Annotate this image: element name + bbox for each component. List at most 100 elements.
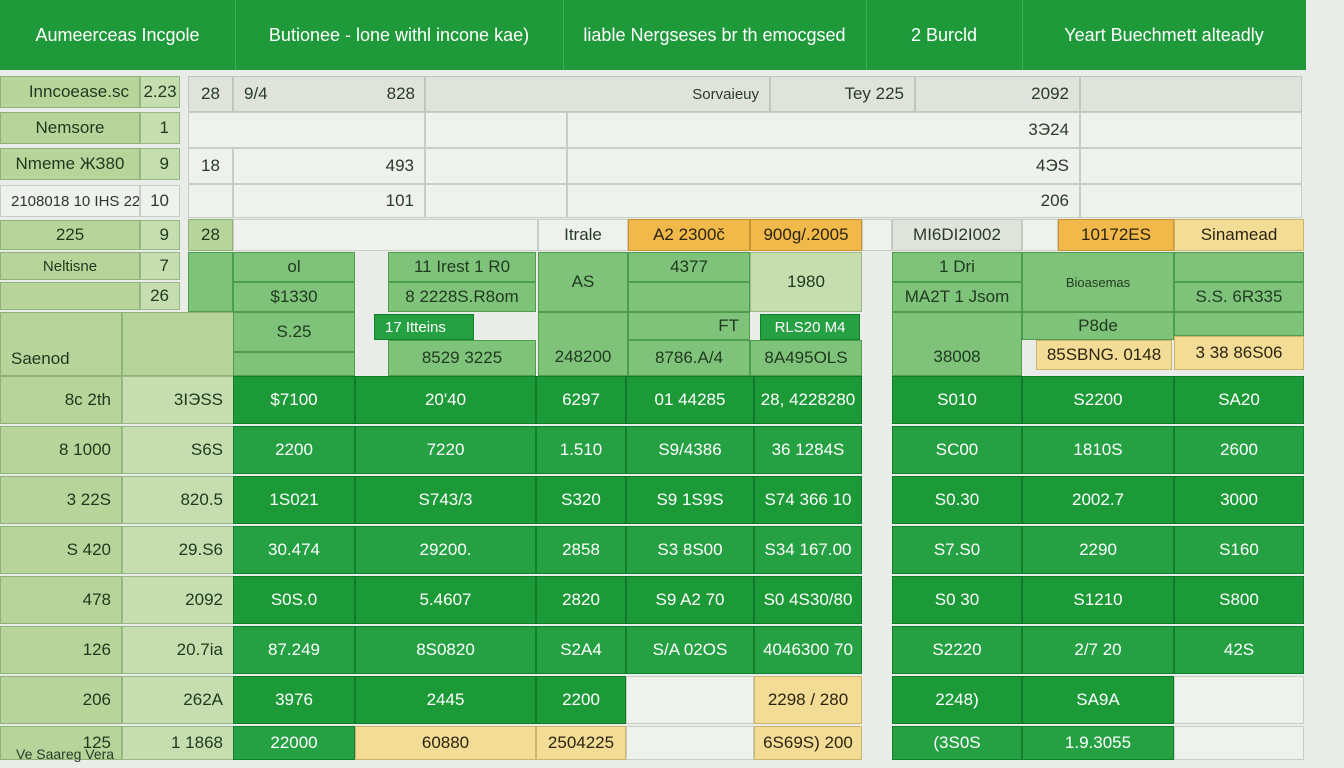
header-cell-2[interactable]: Butionee - lone withl incone kae): [235, 0, 564, 70]
top-cell-r1c5[interactable]: Tey 225: [770, 76, 915, 112]
table-cell-r1c4[interactable]: 20'40: [355, 376, 536, 424]
mid-r3c5[interactable]: RLS20 M4: [760, 314, 860, 340]
top-cell-r1c7[interactable]: [1080, 76, 1302, 112]
table-cell-r2c1[interactable]: 8 1000: [0, 426, 122, 474]
table-cell-r4c2[interactable]: 29.S6: [122, 526, 234, 574]
table-cell-r6c1[interactable]: 126: [0, 626, 122, 674]
table-cell-r6c10[interactable]: 42S: [1174, 626, 1304, 674]
table-cell-r6c6[interactable]: S/A 02OS: [626, 626, 754, 674]
top-cell-r5c6[interactable]: [862, 219, 892, 251]
table-cell-r1c10[interactable]: SA20: [1174, 376, 1304, 424]
table-cell-r5c2[interactable]: 2092: [122, 576, 234, 624]
table-cell-r8c7[interactable]: 6S69S) 200: [754, 726, 862, 760]
table-cell-r5c8[interactable]: S0 30: [892, 576, 1022, 624]
table-cell-r6c2[interactable]: 20.7ia: [122, 626, 234, 674]
top-cell-r5c4[interactable]: A2 2300č: [628, 219, 750, 251]
table-cell-r5c5[interactable]: 2820: [536, 576, 626, 624]
header-cell-3[interactable]: liable Nergseses br th emocgsed: [563, 0, 867, 70]
top-cell-r3c3[interactable]: [425, 148, 567, 184]
top-cell-r5c7[interactable]: MI6DI2I002: [892, 219, 1022, 251]
mid-r4c7[interactable]: 85SBNG. 0148: [1036, 340, 1172, 370]
table-cell-r6c8[interactable]: S2220: [892, 626, 1022, 674]
left-label-2[interactable]: Nemsore: [0, 112, 140, 144]
left-value-2[interactable]: 1: [140, 112, 180, 144]
left-label-5[interactable]: 225: [0, 220, 140, 250]
mid-r4c3[interactable]: 248200: [538, 312, 628, 376]
top-cell-r1c2[interactable]: 9/4: [233, 76, 425, 112]
table-cell-r3c1[interactable]: 3 22S: [0, 476, 122, 524]
left-label-4[interactable]: 2108018 10 IHS 222.0nl: [0, 185, 140, 217]
mid-r1c3[interactable]: AS: [538, 252, 628, 312]
table-cell-r8c10[interactable]: [1174, 726, 1304, 760]
table-cell-r3c10[interactable]: 3000: [1174, 476, 1304, 524]
table-cell-r1c8[interactable]: S010: [892, 376, 1022, 424]
mid-r1c5[interactable]: 1980: [750, 252, 862, 312]
table-cell-r7c8[interactable]: 2248): [892, 676, 1022, 724]
table-cell-r8c2[interactable]: 1 1868: [122, 726, 234, 760]
table-cell-r3c6[interactable]: S9 1S9S: [626, 476, 754, 524]
left-value-4[interactable]: 10: [140, 185, 180, 217]
table-cell-r6c3[interactable]: 87.249: [233, 626, 355, 674]
table-cell-r5c10[interactable]: S800: [1174, 576, 1304, 624]
top-cell-r5c5[interactable]: 900ɡ/.2005: [750, 219, 862, 251]
table-cell-r8c1[interactable]: 125: [0, 726, 122, 760]
left-label-6[interactable]: Neltisne: [0, 252, 140, 280]
table-cell-r4c10[interactable]: S160: [1174, 526, 1304, 574]
mid-r4c8[interactable]: 3 38 86S06: [1174, 336, 1304, 370]
top-cell-r1c6[interactable]: 2092: [915, 76, 1080, 112]
mid-cell-blank[interactable]: [122, 312, 234, 376]
table-cell-r6c7[interactable]: 4046300 70: [754, 626, 862, 674]
table-cell-r5c6[interactable]: S9 A2 70: [626, 576, 754, 624]
mid-r1c6[interactable]: 1 Dri: [892, 252, 1022, 282]
top-cell-r5c2[interactable]: [233, 219, 538, 251]
mid-r1c8[interactable]: [1174, 252, 1304, 282]
table-cell-r4c8[interactable]: S7.S0: [892, 526, 1022, 574]
table-cell-r5c1[interactable]: 478: [0, 576, 122, 624]
table-cell-r3c5[interactable]: S320: [536, 476, 626, 524]
top-cell-r5c1[interactable]: 28: [188, 219, 233, 251]
table-cell-r7c10[interactable]: [1174, 676, 1304, 724]
top-cell-r3c4[interactable]: 4ЭS: [567, 148, 1080, 184]
mid-r1c4[interactable]: 4377: [628, 252, 750, 282]
top-cell-r2c1[interactable]: [188, 112, 425, 148]
table-cell-r3c7[interactable]: S74 366 10: [754, 476, 862, 524]
table-cell-r8c6[interactable]: [626, 726, 754, 760]
left-value-6[interactable]: 7: [140, 252, 180, 280]
table-cell-r2c9[interactable]: 1810S: [1022, 426, 1174, 474]
table-cell-r8c4[interactable]: 60880: [355, 726, 536, 760]
table-cell-r1c1[interactable]: 8c 2th: [0, 376, 122, 424]
mid-r4c1-blank[interactable]: [233, 352, 355, 376]
top-cell-r4c3[interactable]: [425, 184, 567, 218]
left-value-5[interactable]: 9: [140, 220, 180, 250]
table-cell-r3c4[interactable]: S743/3: [355, 476, 536, 524]
top-cell-r4c1[interactable]: [188, 184, 233, 218]
top-cell-r5c8[interactable]: [1022, 219, 1058, 251]
mid-r1c4-blank[interactable]: [628, 282, 750, 312]
table-cell-r4c4[interactable]: 29200.: [355, 526, 536, 574]
table-cell-r4c1[interactable]: S 420: [0, 526, 122, 574]
table-cell-r1c3[interactable]: $7100: [233, 376, 355, 424]
mid-r3c2[interactable]: 17 Itteins: [374, 314, 474, 340]
top-cell-r5c10[interactable]: Sinamead: [1174, 219, 1304, 251]
mid-r3c4[interactable]: FT: [628, 312, 750, 340]
table-cell-r4c5[interactable]: 2858: [536, 526, 626, 574]
top-cell-r5c3[interactable]: Itrale: [538, 219, 628, 251]
mid-r3c1[interactable]: S.25: [233, 312, 355, 352]
left-label-7[interactable]: [0, 282, 140, 310]
mid-r2c8[interactable]: S.S. 6R335: [1174, 282, 1304, 312]
table-cell-r5c4[interactable]: 5.4607: [355, 576, 536, 624]
mid-r1c1[interactable]: ol: [233, 252, 355, 282]
table-cell-r7c7[interactable]: 2298 / 280: [754, 676, 862, 724]
table-cell-r8c9[interactable]: 1.9.3055: [1022, 726, 1174, 760]
table-cell-r1c6[interactable]: 01 44285: [626, 376, 754, 424]
table-cell-r1c9[interactable]: S2200: [1022, 376, 1174, 424]
table-cell-r7c6[interactable]: [626, 676, 754, 724]
left-label-1[interactable]: Inncoease.sc: [0, 76, 140, 108]
table-cell-r7c5[interactable]: 2200: [536, 676, 626, 724]
table-cell-r3c2[interactable]: 820.5: [122, 476, 234, 524]
table-cell-r2c8[interactable]: SC00: [892, 426, 1022, 474]
top-cell-r2c2[interactable]: [425, 112, 567, 148]
table-cell-r6c4[interactable]: 8S0820: [355, 626, 536, 674]
mid-r4c6[interactable]: 38008: [892, 312, 1022, 376]
table-cell-r3c3[interactable]: 1S021: [233, 476, 355, 524]
